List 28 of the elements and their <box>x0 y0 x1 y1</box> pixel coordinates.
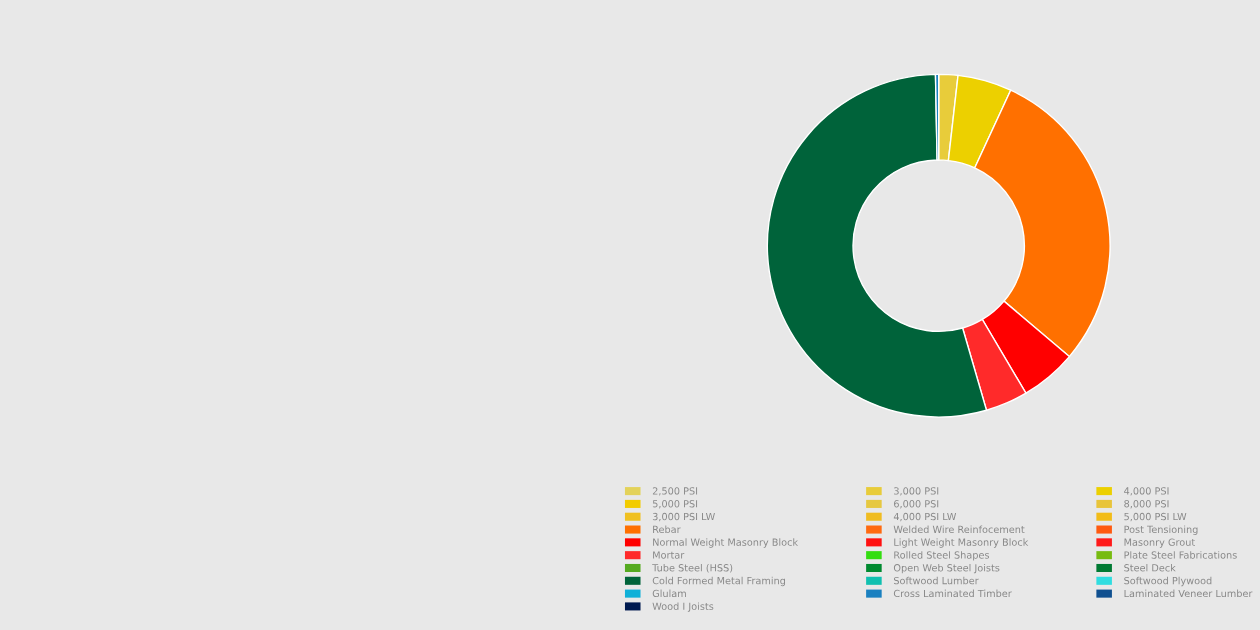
legend-label: Softwood Plywood <box>1124 576 1212 587</box>
legend-label: 3,000 PSI LW <box>652 512 715 522</box>
legend-label: Cold Formed Metal Framing <box>652 576 786 587</box>
legend-label: 5,000 PSI <box>652 500 698 509</box>
legend-label: 2,500 PSI <box>652 487 698 496</box>
legend-label: 5,000 PSI LW <box>1124 512 1187 522</box>
legend-label: Normal Weight Masonry Block <box>653 538 799 548</box>
legend-label: Tube Steel (HSS) <box>652 563 733 573</box>
legend-label: 4,000 PSI <box>1124 487 1169 496</box>
legend-label: Wood I Joists <box>652 602 714 612</box>
legend-label: Rebar <box>653 525 681 534</box>
legend-label: Softwood Lumber <box>893 576 979 585</box>
legend-label: 4,000 PSI LW <box>893 512 957 522</box>
legend-label: Cross Laminated Timber <box>893 589 1012 598</box>
legend-label: Post Tensioning <box>1124 525 1198 535</box>
legend-label: Open Web Steel Joists <box>893 563 1000 574</box>
legend-label: Welded Wire Reinfocement <box>893 525 1025 534</box>
legend-label: Masonry Grout <box>1124 538 1195 548</box>
legend-label: Laminated Veneer Lumber <box>1124 589 1253 598</box>
legend-label: 3,000 PSI <box>894 487 939 496</box>
legend-label: 6,000 PSI <box>894 500 939 509</box>
legend-label: Light Weight Masonry Block <box>894 538 1029 548</box>
legend-label: Steel Deck <box>1124 563 1176 572</box>
legend-label: Mortar <box>653 551 685 559</box>
legend-label: Plate Steel Fabrications <box>1124 551 1237 559</box>
legend-label: Glulam <box>652 589 686 598</box>
legend-label: Rolled Steel Shapes <box>894 551 990 561</box>
legend-label: 8,000 PSI <box>1124 500 1169 509</box>
